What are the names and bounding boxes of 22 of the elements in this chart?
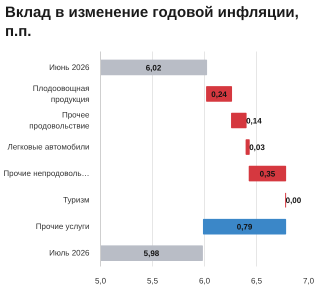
y-tick-label: Прочие услуги	[36, 222, 90, 232]
y-tick-label: Прочие непродоволь…	[3, 169, 90, 178]
data-label: 0,35	[260, 170, 276, 179]
y-tick-label: Июль 2026	[49, 248, 90, 258]
y-tick-label: Июнь 2026	[49, 62, 90, 72]
x-tick-label: 6,0	[198, 276, 211, 286]
chart-title: Вклад в изменение годовой инфляции, п.п.	[5, 3, 300, 41]
data-label: 0,00	[286, 196, 302, 206]
y-tick-label: Плодоовощная продукция	[32, 84, 90, 104]
x-tick-label: 5,0	[94, 276, 107, 286]
x-tick-label: 7,0	[302, 276, 315, 286]
data-label: 6,02	[146, 63, 162, 72]
x-tick-label: 6,5	[250, 276, 263, 286]
x-tick-label: 5,5	[146, 276, 159, 286]
data-label: 0,24	[211, 90, 228, 99]
y-tick-label: Туризм	[63, 196, 90, 205]
data-label: 5,98	[144, 249, 160, 258]
data-label: 0,14	[246, 116, 262, 126]
y-tick-label: Легковые автомобили	[7, 142, 90, 152]
data-label: 0,79	[236, 222, 253, 232]
data-label: 0,03	[249, 143, 266, 152]
y-tick-label: Прочее продовольствие	[29, 110, 90, 130]
